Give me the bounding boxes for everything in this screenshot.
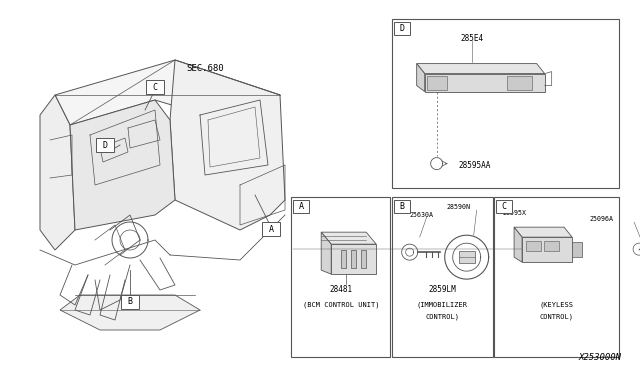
Text: CONTROL): CONTROL) <box>425 314 460 320</box>
Bar <box>293 200 309 213</box>
Bar <box>427 76 447 90</box>
Polygon shape <box>332 244 376 274</box>
Text: X253000N: X253000N <box>579 353 621 362</box>
Text: SEC.680: SEC.680 <box>186 64 224 73</box>
Bar <box>394 22 410 35</box>
Text: C: C <box>152 83 157 92</box>
Text: 25096A: 25096A <box>590 216 614 222</box>
Text: 2859LM: 2859LM <box>428 285 456 294</box>
Text: (IMMOBILIZER: (IMMOBILIZER <box>417 302 468 308</box>
Bar <box>507 76 532 90</box>
Bar <box>291 197 390 357</box>
Text: B: B <box>127 298 132 307</box>
Text: D: D <box>399 23 404 33</box>
Polygon shape <box>321 232 376 244</box>
Bar <box>526 241 541 251</box>
Bar <box>394 200 410 213</box>
Text: A: A <box>299 202 304 211</box>
Text: 25630A: 25630A <box>410 212 434 218</box>
Polygon shape <box>417 64 425 92</box>
Text: 285E4: 285E4 <box>460 34 483 43</box>
Bar <box>392 19 619 188</box>
Polygon shape <box>514 227 522 262</box>
Text: D: D <box>102 141 108 150</box>
Bar <box>496 200 512 213</box>
Bar <box>361 250 366 268</box>
Text: A: A <box>269 224 273 234</box>
Polygon shape <box>170 60 285 230</box>
Text: (KEYLESS: (KEYLESS <box>540 302 573 308</box>
Text: B: B <box>399 202 404 211</box>
Bar <box>351 250 356 268</box>
Text: 28595AA: 28595AA <box>459 161 491 170</box>
Polygon shape <box>70 100 175 230</box>
Text: 28590N: 28590N <box>447 204 470 210</box>
Text: 28481: 28481 <box>329 285 353 294</box>
Bar <box>121 295 139 309</box>
Text: 28595X: 28595X <box>502 210 526 216</box>
Bar <box>262 222 280 236</box>
Polygon shape <box>40 95 75 250</box>
Bar <box>341 250 346 268</box>
Bar <box>459 251 475 263</box>
Bar <box>572 242 582 257</box>
Polygon shape <box>417 64 545 74</box>
Polygon shape <box>60 295 200 330</box>
Bar <box>544 241 559 251</box>
Polygon shape <box>321 232 332 274</box>
Bar <box>96 138 114 152</box>
Polygon shape <box>425 74 545 92</box>
Bar <box>392 197 493 357</box>
Text: (BCM CONTROL UNIT): (BCM CONTROL UNIT) <box>303 302 379 308</box>
Polygon shape <box>522 237 572 262</box>
Bar <box>146 80 164 94</box>
Text: C: C <box>502 202 507 211</box>
Polygon shape <box>514 227 572 237</box>
Polygon shape <box>55 60 280 130</box>
Text: CONTROL): CONTROL) <box>540 314 573 320</box>
Bar <box>494 197 619 357</box>
